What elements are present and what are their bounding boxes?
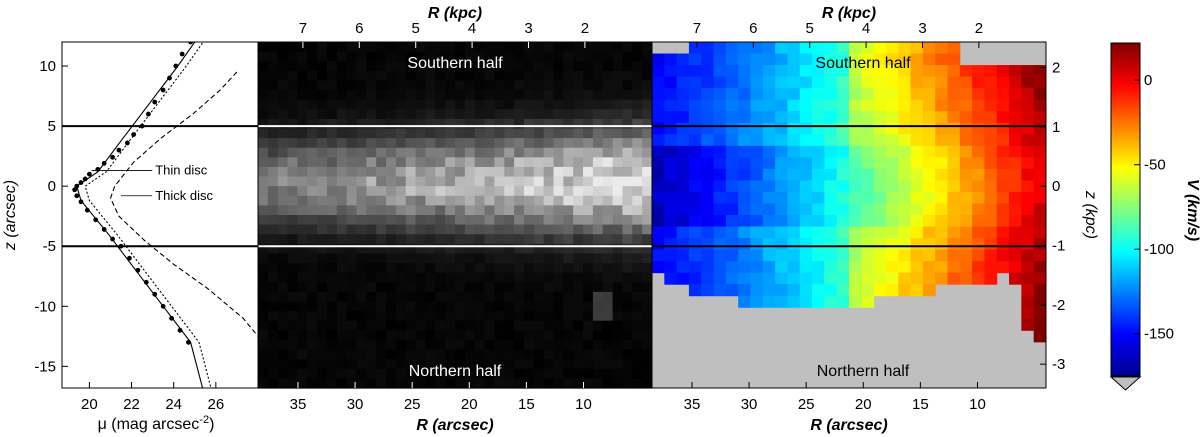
profile-ytick-label: -5 <box>43 238 56 255</box>
colorbar: 0 -50 -100 -150 V (km/s) <box>1109 42 1200 391</box>
velocity-xtick-label: 15 <box>912 396 929 413</box>
velocity-xtick-label: 25 <box>798 396 815 413</box>
image-xtick-label: 25 <box>404 396 421 413</box>
velocity-frame <box>651 41 1047 389</box>
profile-data-point <box>143 279 149 285</box>
profile-series-dashed-thin <box>84 42 212 388</box>
velocity-right-label: z (kpc) <box>1082 190 1099 239</box>
profile-data-point <box>116 147 122 153</box>
velocity-toptick-label: 5 <box>806 20 814 37</box>
image-toplabel: R (kpc) <box>428 5 482 22</box>
profile-ylabel: z (arcsec) <box>2 180 19 251</box>
colorbar-gradient <box>1110 42 1141 377</box>
image-panel: Southern half Northern half 35 30 25 20 15 10… <box>257 5 653 434</box>
velocity-label-southern: Southern half <box>815 55 911 72</box>
image-xtick-label: 20 <box>461 396 478 413</box>
profile-ytick-label: 5 <box>48 118 56 135</box>
image-xtick-label: 30 <box>347 396 364 413</box>
profile-ytick-label: 0 <box>48 178 56 195</box>
velocity-xtick-label: 30 <box>741 396 758 413</box>
profile-xtick-label: 26 <box>208 396 225 413</box>
profile-data-point <box>74 193 80 199</box>
velocity-toplabel: R (kpc) <box>822 5 876 22</box>
velocity-toptick-label: 6 <box>749 20 757 37</box>
colorbar-tick-label: -100 <box>1144 241 1174 258</box>
velocity-toptick-label: 2 <box>975 20 983 37</box>
profile-xlabel: μ (mag arcsec-2) <box>98 414 215 433</box>
image-toptick-label: 2 <box>581 20 589 37</box>
image-toptick-label: 5 <box>412 20 420 37</box>
velocity-righttick-label: 1 <box>1052 119 1060 136</box>
image-toptick-label: 4 <box>468 20 476 37</box>
image-xtick-label: 15 <box>518 396 535 413</box>
profile-data-point <box>72 187 78 193</box>
velocity-righttick-label: 2 <box>1052 60 1060 77</box>
velocity-toptick-label: 7 <box>693 20 701 37</box>
velocity-toptick-label: 4 <box>862 20 870 37</box>
colorbar-tick-label: 0 <box>1144 72 1152 89</box>
image-toptick-label: 6 <box>355 20 363 37</box>
profile-panel: 20 22 24 26 10 5 0 -5 -10 -15 Thin disc Thick dis… <box>2 41 259 433</box>
colorbar-tick-label: -150 <box>1144 326 1174 343</box>
profile-data-point <box>146 111 151 117</box>
profile-data-point <box>86 171 92 177</box>
profile-ytick-label: 10 <box>39 58 56 75</box>
profile-data-point <box>152 99 158 105</box>
colorbar-mask-triangle <box>1109 376 1142 391</box>
image-label-northern: Northern half <box>409 363 502 380</box>
annotation-label: Thin disc <box>155 163 208 178</box>
velocity-xlabel: R (arcsec) <box>810 417 887 434</box>
image-xtick-label: 35 <box>290 396 307 413</box>
velocity-xtick-label: 35 <box>684 396 701 413</box>
colorbar-tick-label: -50 <box>1144 157 1166 174</box>
velocity-xtick-label: 10 <box>969 396 986 413</box>
gray-image <box>258 42 653 389</box>
annotation-label: Thick disc <box>155 188 213 203</box>
image-xtick-label: 10 <box>575 396 592 413</box>
profile-xtick-label: 20 <box>81 396 98 413</box>
image-toptick-label: 7 <box>299 20 307 37</box>
profile-data-point <box>160 87 166 93</box>
profile-data-point <box>78 199 84 205</box>
profile-series-solid <box>76 42 204 388</box>
profile-xtick-label: 24 <box>165 396 182 413</box>
velocity-righttick-label: -2 <box>1052 297 1065 314</box>
colorbar-label: V (km/s) <box>1184 179 1200 241</box>
velocity-righttick-label: -1 <box>1052 237 1065 254</box>
profile-xtick-label: 22 <box>123 396 140 413</box>
velocity-righttick-label: 0 <box>1052 178 1060 195</box>
profile-data-point <box>110 154 115 160</box>
profile-data-point <box>188 42 193 45</box>
profile-ytick-label: -10 <box>34 298 56 315</box>
velocity-label-northern: Northern half <box>817 363 910 380</box>
image-label-southern: Southern half <box>407 55 503 72</box>
velocity-xtick-label: 20 <box>855 396 872 413</box>
image-xlabel: R (arcsec) <box>416 417 493 434</box>
profile-ytick-label: -15 <box>34 358 56 375</box>
profile-frame <box>61 41 259 389</box>
velocity-toptick-label: 3 <box>918 20 926 37</box>
profile-data-point <box>93 217 99 223</box>
velocity-righttick-label: -3 <box>1052 356 1065 373</box>
profile-data-point <box>179 51 185 57</box>
velocity-panel: Southern half Northern half 35 30 25 20 15 10… <box>651 5 1099 434</box>
image-toptick-label: 3 <box>524 20 532 37</box>
velocity-map <box>652 42 1046 343</box>
profile-series-dashed-thick <box>109 71 258 337</box>
